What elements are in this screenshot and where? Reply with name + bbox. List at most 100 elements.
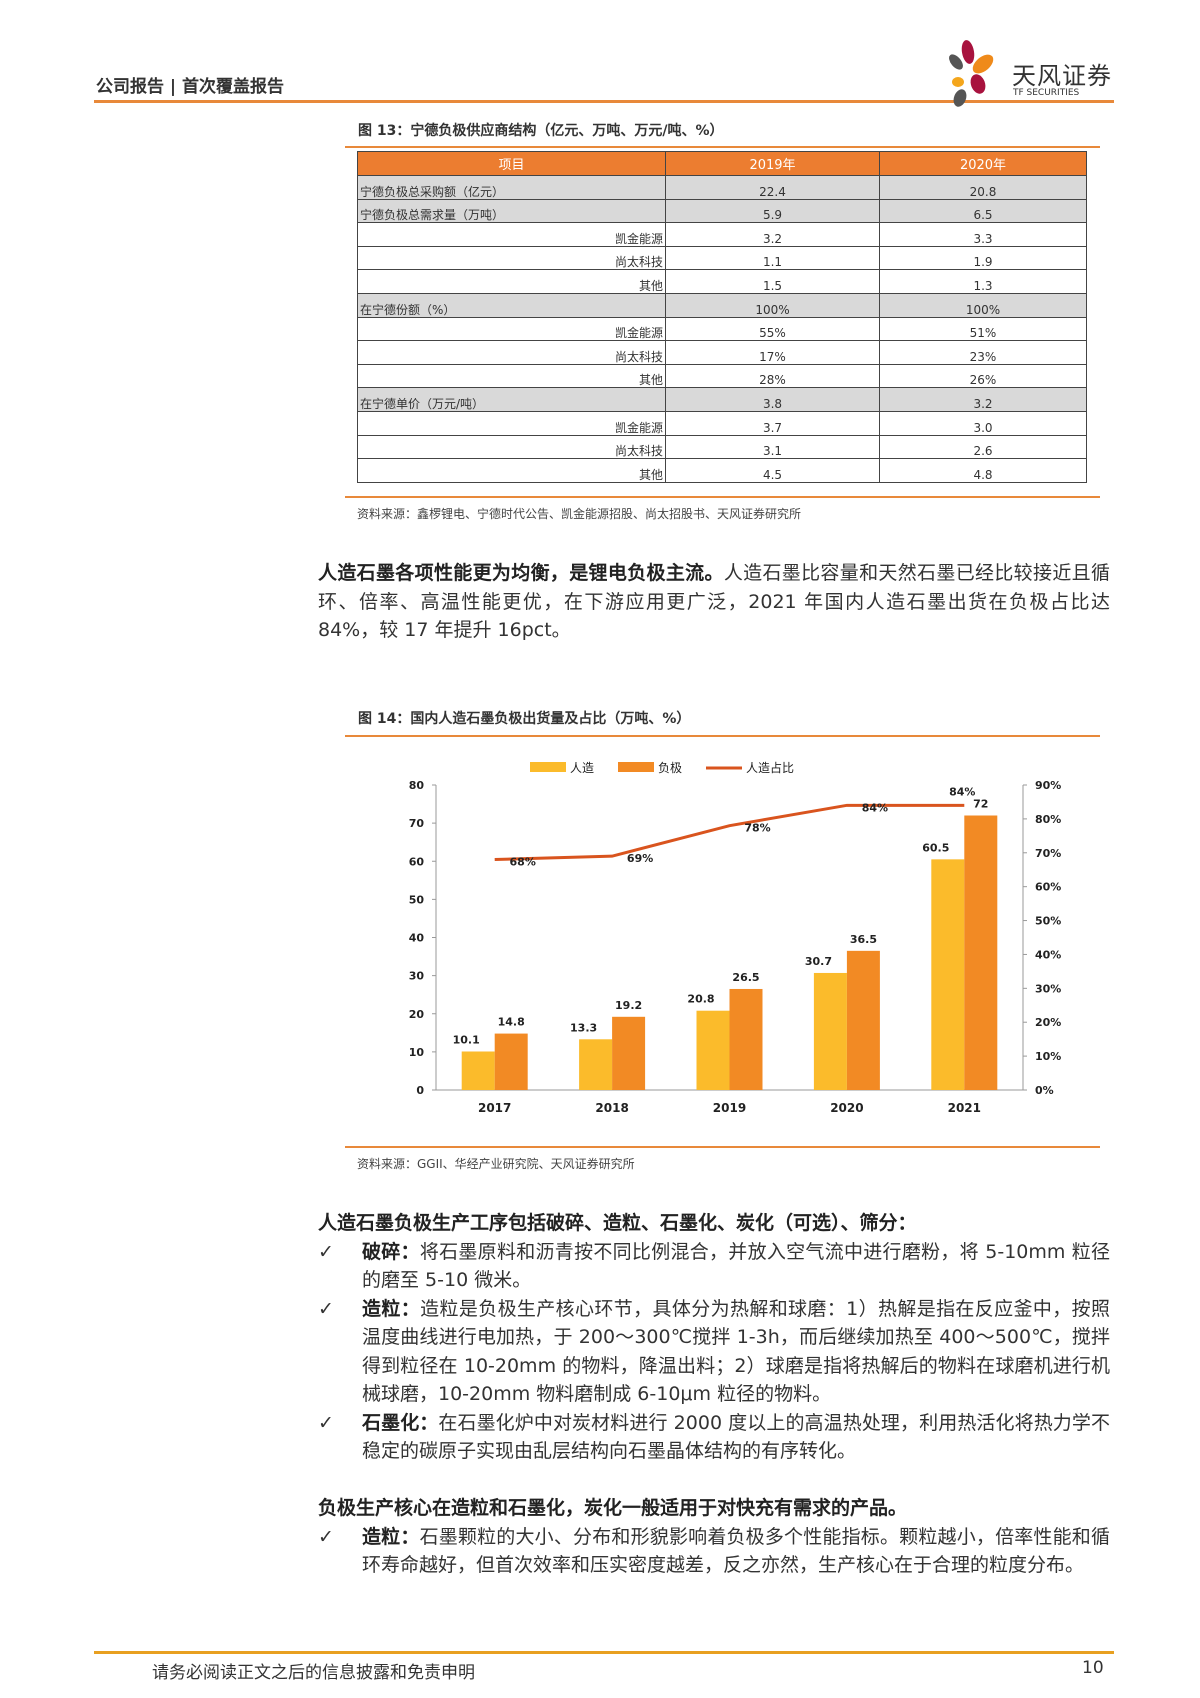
bar-value-label: 60.5 [922, 841, 949, 854]
chart-title: 图 14：国内人造石墨负极出货量及占比（万吨、%） [358, 711, 691, 727]
y2-tick-label: 60% [1035, 881, 1061, 894]
y2-tick-label: 20% [1035, 1016, 1061, 1029]
bullet-item: ✓ 造粒：石墨颗粒的大小、分布和形貌影响着负极多个性能指标。颗粒越小，倍率性能和循… [318, 1523, 1110, 1580]
value-2019: 4.5 [665, 458, 880, 483]
section-heading: 负极生产核心在造粒和石墨化，炭化一般适用于对快充有需求的产品。 [318, 1497, 908, 1519]
column-header: 项目 [357, 151, 666, 176]
value-2020: 3.3 [879, 222, 1087, 247]
y-tick-label: 80 [409, 779, 425, 792]
value-2020: 100% [879, 292, 1087, 318]
bar-value-label: 20.8 [687, 993, 714, 1006]
value-2019: 5.9 [665, 198, 880, 224]
value-2019: 3.8 [665, 387, 880, 412]
x-tick-label: 2017 [478, 1101, 511, 1115]
header-divider [94, 100, 1114, 103]
bullet-item: ✓ 石墨化：在石墨化炉中对炭材料进行 2000 度以上的高温热处理，利用热活化将热… [318, 1409, 1110, 1466]
bullet-lead: 破碎： [362, 1240, 420, 1263]
y2-tick-label: 0% [1035, 1084, 1054, 1097]
table-row: 在宁德份额（%） 100% 100% [357, 292, 1087, 318]
value-2020: 51% [879, 316, 1087, 342]
table-row: 凯金能源 55% 51% [357, 316, 1087, 342]
y2-tick-label: 30% [1035, 982, 1061, 995]
row-label: 宁德负极总采购额（亿元） [357, 175, 666, 200]
bar-value-label: 13.3 [570, 1021, 597, 1034]
x-tick-label: 2020 [830, 1101, 863, 1115]
logo-text-en: TF SECURITIES [1013, 88, 1080, 98]
bullet-lead: 石墨化： [362, 1411, 439, 1434]
figure-rule [345, 735, 1100, 737]
bar-value-label: 19.2 [615, 999, 642, 1012]
value-2019: 1.1 [665, 245, 880, 271]
bar-人造 [696, 1010, 730, 1090]
bar-value-label: 14.8 [498, 1016, 525, 1029]
value-2019: 1.5 [665, 269, 880, 294]
y2-tick-label: 90% [1035, 779, 1061, 792]
table-row: 宁德负极总采购额（亿元） 22.4 20.8 [357, 175, 1087, 200]
paragraph-text: 人造石墨比容量和天然石墨已经比较接近且循环、倍率、高温性能更优，在下游应用更广泛… [318, 562, 1110, 641]
legend-label: 负极 [658, 761, 682, 775]
row-label: 尚太科技 [357, 434, 666, 460]
table-row: 其他 1.5 1.3 [357, 269, 1087, 294]
table-source: 资料来源：鑫椤锂电、宁德时代公告、凯金能源招股、尚太招股书、天风证券研究所 [357, 507, 802, 521]
value-2020: 26% [879, 363, 1087, 389]
check-icon: ✓ [318, 1411, 334, 1434]
bullet-text: 造粒是负极生产核心环节，具体分为热解和球磨：1）热解是指在反应釜中，按照温度曲线… [362, 1297, 1110, 1406]
y-tick-label: 10 [409, 1046, 425, 1059]
bar-人造 [461, 1051, 495, 1090]
legend-label: 人造 [570, 761, 594, 775]
bar-负极 [964, 815, 998, 1090]
row-label: 宁德负极总需求量（万吨） [357, 198, 666, 224]
y2-tick-label: 80% [1035, 813, 1061, 826]
row-label: 尚太科技 [357, 245, 666, 271]
value-2019: 55% [665, 316, 880, 342]
y-tick-label: 50 [409, 893, 425, 906]
bullet-text: 在石墨化炉中对炭材料进行 2000 度以上的高温热处理，利用热活化将热力学不稳定… [362, 1411, 1110, 1463]
value-2020: 6.5 [879, 198, 1087, 224]
table-row: 尚太科技 3.1 2.6 [357, 434, 1087, 460]
row-label: 凯金能源 [357, 222, 666, 247]
bullet-lead: 造粒： [362, 1297, 421, 1320]
y2-tick-label: 10% [1035, 1050, 1061, 1063]
y2-tick-label: 50% [1035, 915, 1061, 928]
table-row: 其他 28% 26% [357, 363, 1087, 389]
bar-负极 [612, 1016, 646, 1090]
check-icon: ✓ [318, 1297, 334, 1320]
bar-value-label: 36.5 [850, 933, 877, 946]
row-label: 在宁德份额（%） [357, 292, 666, 318]
line-value-label: 84% [862, 801, 888, 814]
paragraph-lead: 人造石墨各项性能更为均衡，是锂电负极主流。 [318, 562, 724, 584]
page-number: 10 [1082, 1658, 1104, 1678]
value-2019: 17% [665, 340, 880, 365]
bar-负极 [494, 1033, 528, 1090]
shipment-chart: 0 10 20 30 40 50 60 70 80 0% 10% 20% 30% 40% 50% 60% 70%… [409, 760, 1062, 1115]
table-row: 凯金能源 3.7 3.0 [357, 410, 1087, 436]
bullet-item: ✓ 造粒：造粒是负极生产核心环节，具体分为热解和球磨：1）热解是指在反应釜中，按照… [318, 1295, 1110, 1409]
bar-value-label: 10.1 [453, 1033, 480, 1046]
y-tick-label: 20 [409, 1008, 425, 1021]
row-label: 其他 [357, 458, 666, 483]
column-header: 2020年 [879, 151, 1087, 176]
table-row: 尚太科技 17% 23% [357, 340, 1087, 365]
bullet-lead: 造粒： [362, 1525, 420, 1548]
legend-label: 人造占比 [746, 760, 794, 775]
table-row: 尚太科技 1.1 1.9 [357, 245, 1087, 271]
table-row: 凯金能源 3.2 3.3 [357, 222, 1087, 247]
value-2020: 4.8 [879, 458, 1087, 483]
x-tick-label: 2021 [948, 1101, 981, 1115]
bar-负极 [846, 950, 880, 1090]
value-2019: 3.1 [665, 434, 880, 460]
y-tick-label: 60 [409, 855, 425, 868]
x-tick-label: 2019 [713, 1101, 746, 1115]
paragraph-artificial-graphite: 人造石墨各项性能更为均衡，是锂电负极主流。人造石墨比容量和天然石墨已经比较接近且… [318, 559, 1110, 645]
y2-tick-label: 70% [1035, 847, 1061, 860]
bar-人造 [579, 1039, 613, 1090]
y-tick-label: 30 [409, 970, 425, 983]
row-label: 凯金能源 [357, 316, 666, 342]
legend-swatch [530, 762, 566, 772]
value-2019: 28% [665, 363, 880, 389]
table-row: 宁德负极总需求量（万吨） 5.9 6.5 [357, 198, 1087, 224]
check-icon: ✓ [318, 1525, 334, 1548]
table-figure-title: 图 13：宁德负极供应商结构（亿元、万吨、万元/吨、%） [358, 123, 724, 139]
section-core-process: 负极生产核心在造粒和石墨化，炭化一般适用于对快充有需求的产品。 ✓ 造粒：石墨颗粒… [318, 1494, 1110, 1580]
check-icon: ✓ [318, 1240, 334, 1263]
